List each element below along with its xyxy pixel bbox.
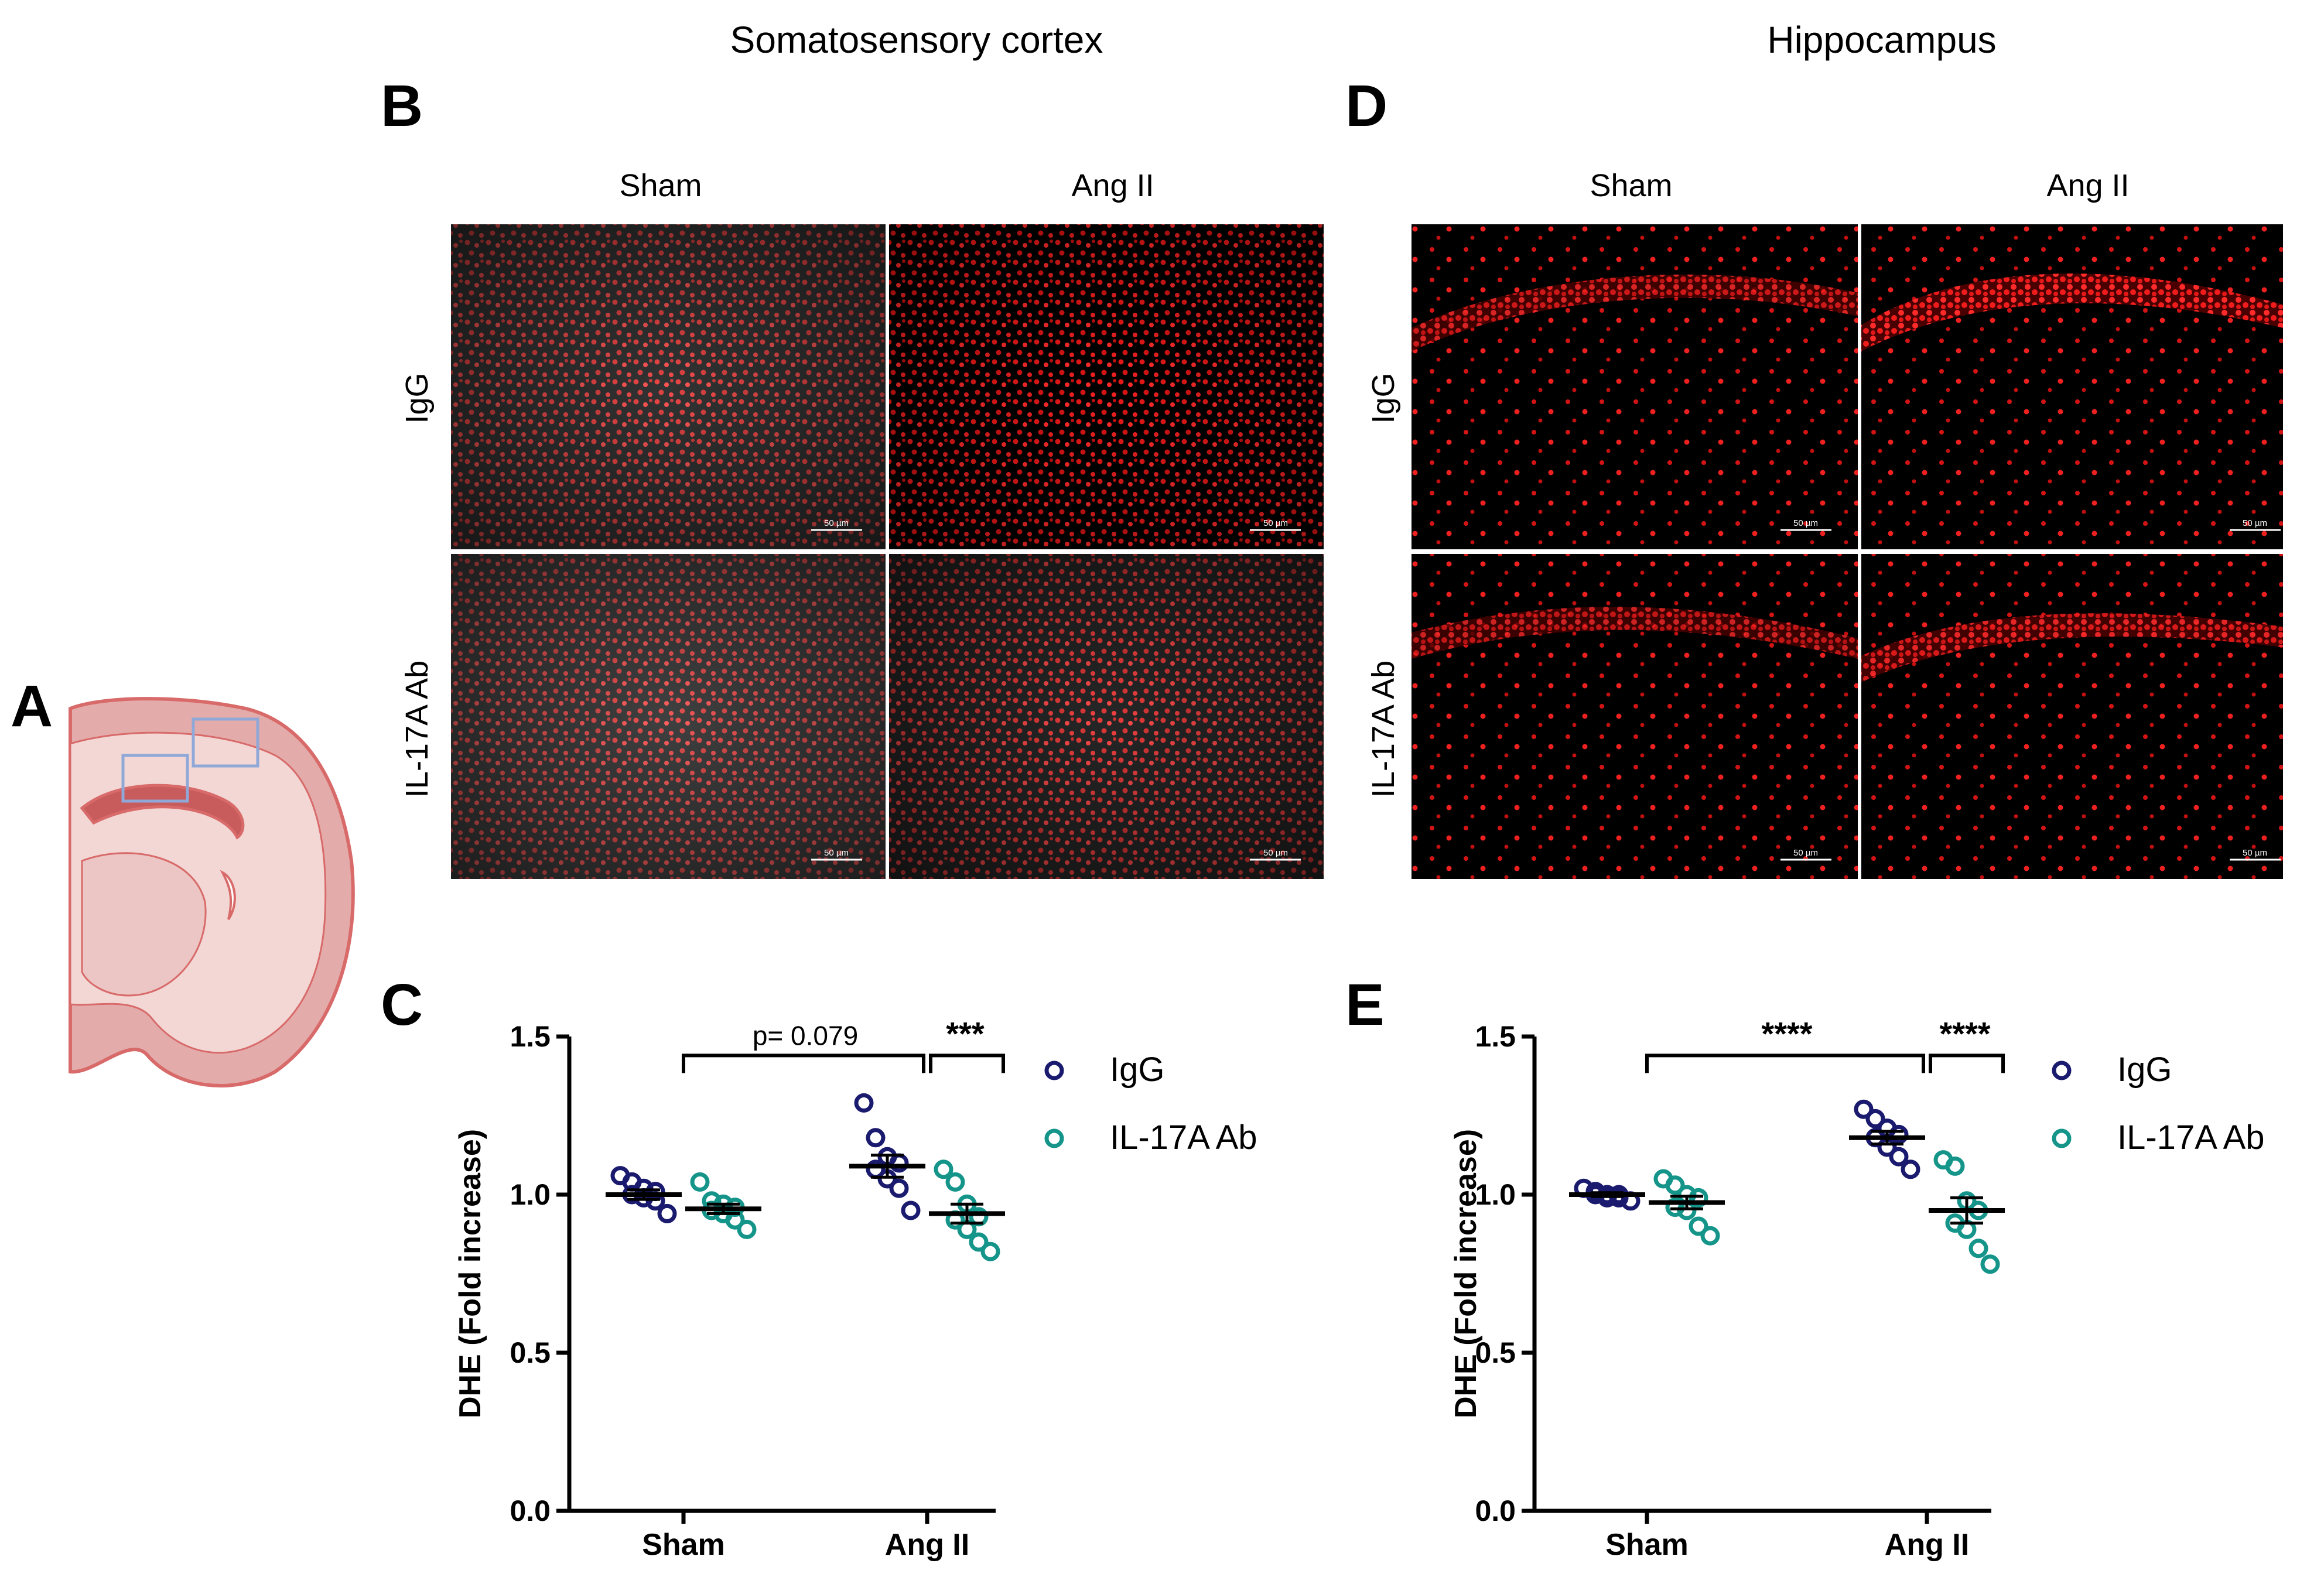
micrograph-cortex-sham-igg: 50 µm [451,224,886,549]
significance-bracket-right [1929,1053,2005,1073]
micrograph-hippo-sham-igg: 50 µm [1412,224,1858,549]
y-tick-label: 1.0 [510,1178,551,1211]
brain-schematic [69,697,355,1087]
y-tick-label: 0.5 [510,1336,551,1369]
panel-letter-b: B [381,73,423,139]
legend-label-il17a: IL-17A Ab [2117,1119,2265,1157]
scale-bar-label: 50 µm [1793,848,1818,858]
micrograph-cortex-angii-il17a: 50 µm [889,554,1324,879]
data-point-igg [1889,1124,1909,1144]
data-point-il17a [1665,1198,1685,1217]
scale-bar-label: 50 µm [2243,518,2267,528]
hippo-row-label-igg: IgG [1366,372,1401,423]
y-tick-label: 1.0 [1475,1178,1516,1211]
scale-bar-label: 50 µm [824,848,849,858]
x-tick-label: Ang II [885,1528,969,1562]
panel-letter-d: D [1345,73,1387,139]
panel-letter-e: E [1345,972,1385,1038]
legend-label-igg: IgG [2117,1051,2172,1089]
data-point-igg [1865,1109,1885,1128]
data-point-il17a [934,1159,953,1179]
hippo-col-label-angii: Ang II [2046,168,2129,203]
scale-bar-label: 50 µm [824,518,849,528]
y-tick-label: 0.0 [510,1494,551,1527]
panel-letter-a: A [11,673,53,739]
data-point-igg [866,1128,886,1148]
x-tick-label: Sham [642,1528,725,1562]
data-point-il17a [1689,1188,1708,1208]
scale-bar-label: 50 µm [1263,848,1288,858]
significance-label: **** [1761,1015,1812,1052]
hippo-col-label-sham: Sham [1590,168,1672,203]
data-point-igg [854,1093,874,1113]
y-tick-label: 0.0 [1475,1494,1516,1527]
legend-marker-igg [2052,1061,2072,1080]
scale-bar-label: 50 µm [2243,848,2267,858]
region-title-hippocampus: Hippocampus [1767,19,1996,61]
micrograph-cortex-angii-igg: 50 µm [889,224,1324,549]
y-axis-label: DHE (Fold increase) [1449,1129,1483,1418]
data-point-igg [1854,1099,1874,1119]
cortex-row-label-il17a: IL-17A Ab [399,661,435,798]
chart-c: 0.0 0.5 1.0 1.5 DHE (Fold increase) Sham Ang I… [453,1015,1257,1562]
significance-bracket-right [929,1053,1005,1073]
scale-bar-label: 50 µm [1793,518,1818,528]
legend-label-il17a: IL-17A Ab [1110,1119,1257,1157]
cortex-col-label-sham: Sham [619,168,702,203]
data-point-igg [657,1203,677,1223]
chart-e: 0.0 0.5 1.0 1.5 DHE (Fold increase) Sham Ang I… [1449,1015,2265,1562]
data-point-il17a [1968,1239,1988,1258]
hippo-row-label-il17a: IL-17A Ab [1366,661,1401,798]
data-point-il17a [1689,1216,1708,1236]
region-title-cortex: Somatosensory cortex [730,19,1103,61]
legend-marker-il17a [2052,1128,2072,1148]
data-point-igg [1901,1159,1920,1179]
data-point-il17a [969,1232,989,1252]
panel-letter-c: C [381,972,423,1038]
significance-bracket-left [1645,1053,1925,1073]
y-tick-label: 1.5 [510,1020,551,1053]
x-tick-label: Sham [1605,1528,1689,1562]
data-point-il17a [1665,1175,1685,1195]
micrograph-hippo-angii-igg: 50 µm [1861,224,2283,549]
data-point-igg [889,1178,909,1198]
y-axis-label: DHE (Fold increase) [453,1129,487,1418]
cortex-col-label-angii: Ang II [1071,168,1154,203]
x-tick-label: Ang II [1885,1528,1969,1562]
legend-marker-il17a [1044,1128,1064,1148]
data-point-il17a [737,1219,757,1239]
scale-bar-label: 50 µm [1263,518,1288,528]
micrograph-hippo-angii-il17a: 50 µm [1861,554,2283,879]
data-point-igg [901,1200,921,1220]
data-point-il17a [1945,1156,1965,1176]
cortex-row-label-igg: IgG [399,372,435,423]
significance-label: *** [946,1015,985,1052]
data-point-il17a [945,1172,965,1192]
significance-label: **** [1939,1015,1990,1052]
data-point-il17a [690,1172,710,1192]
data-point-il17a [980,1241,1000,1261]
data-point-il17a [1980,1254,2000,1274]
data-point-il17a [1700,1226,1720,1246]
y-tick-label: 1.5 [1475,1020,1516,1053]
data-point-igg [1889,1147,1909,1167]
significance-label: p= 0.079 [753,1020,858,1051]
legend-marker-igg [1044,1061,1064,1080]
significance-bracket-left [682,1053,925,1073]
micrograph-cortex-sham-il17a: 50 µm [451,554,886,879]
y-tick-label: 0.5 [1475,1336,1516,1369]
legend-label-igg: IgG [1110,1051,1165,1089]
micrograph-hippo-sham-il17a: 50 µm [1412,554,1858,879]
